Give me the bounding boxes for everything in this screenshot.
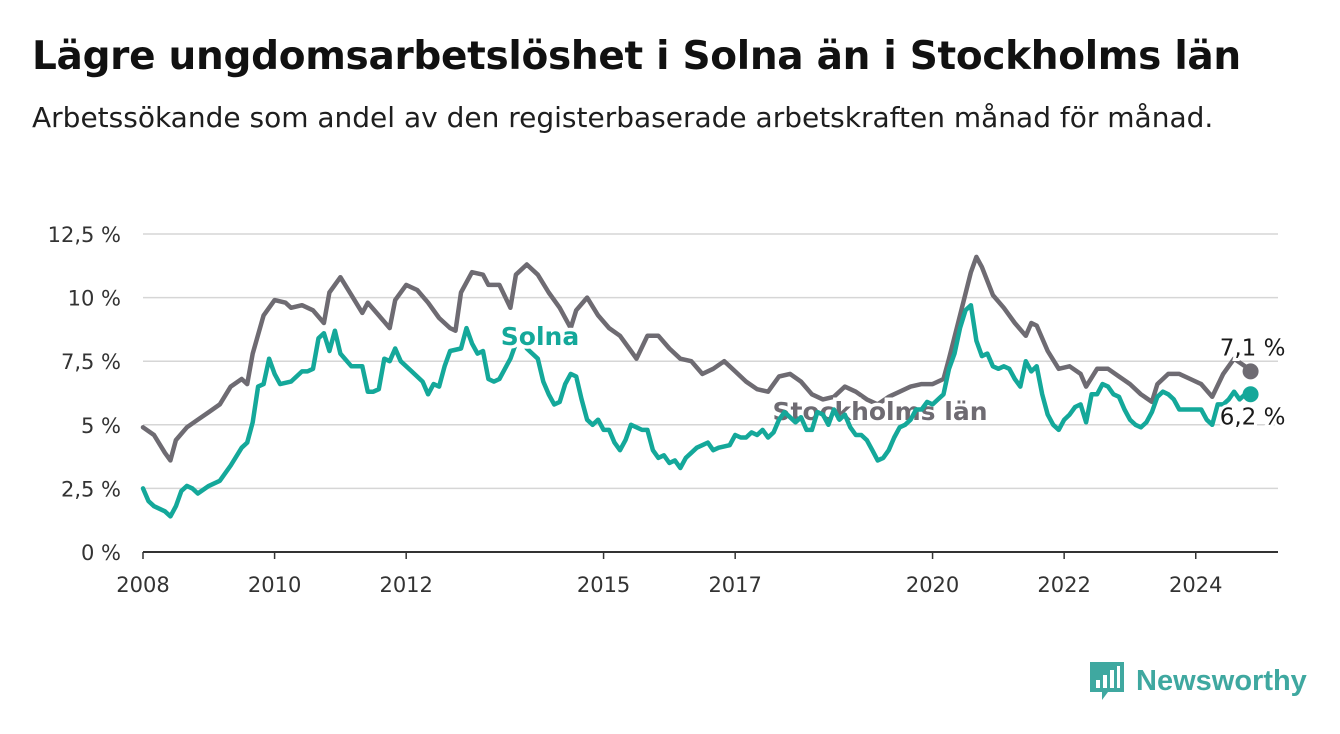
x-tick-label: 2008 (116, 573, 169, 597)
y-tick-label: 12,5 % (48, 223, 121, 247)
x-tick-label: 2024 (1169, 573, 1222, 597)
newsworthy-chart-icon (1090, 662, 1124, 700)
chart-subtitle: Arbetssökande som andel av den registerb… (32, 101, 1214, 134)
end-point-stockholms-lan (1242, 363, 1259, 380)
x-tick-label: 2015 (577, 573, 630, 597)
series-label-stockholms-lan: Stockholms län (773, 397, 988, 426)
y-tick-label: 2,5 % (61, 477, 121, 501)
end-value-label-solna: 6,2 % (1220, 404, 1286, 430)
chart-title: Lägre ungdomsarbetslöshet i Solna än i S… (32, 34, 1241, 79)
y-tick-label: 7,5 % (61, 350, 121, 374)
end-value-label-stockholms-lan: 7,1 % (1220, 335, 1286, 361)
series-line-stockholms-lan (140, 254, 1253, 463)
y-tick-label: 5 % (81, 414, 121, 438)
y-tick-label: 0 % (81, 541, 121, 565)
series-line-solna (140, 302, 1253, 519)
y-tick-label: 10 % (68, 287, 121, 311)
x-tick-label: 2017 (708, 573, 761, 597)
x-tick-label: 2012 (379, 573, 432, 597)
series-label-solna: Solna (501, 322, 579, 351)
x-tick-label: 2020 (906, 573, 959, 597)
newsworthy-logo-text: Newsworthy (1136, 664, 1307, 697)
end-point-solna (1242, 386, 1259, 403)
x-tick-label: 2022 (1037, 573, 1090, 597)
newsworthy-logo: Newsworthy (1088, 660, 1307, 702)
x-tick-label: 2010 (248, 573, 301, 597)
